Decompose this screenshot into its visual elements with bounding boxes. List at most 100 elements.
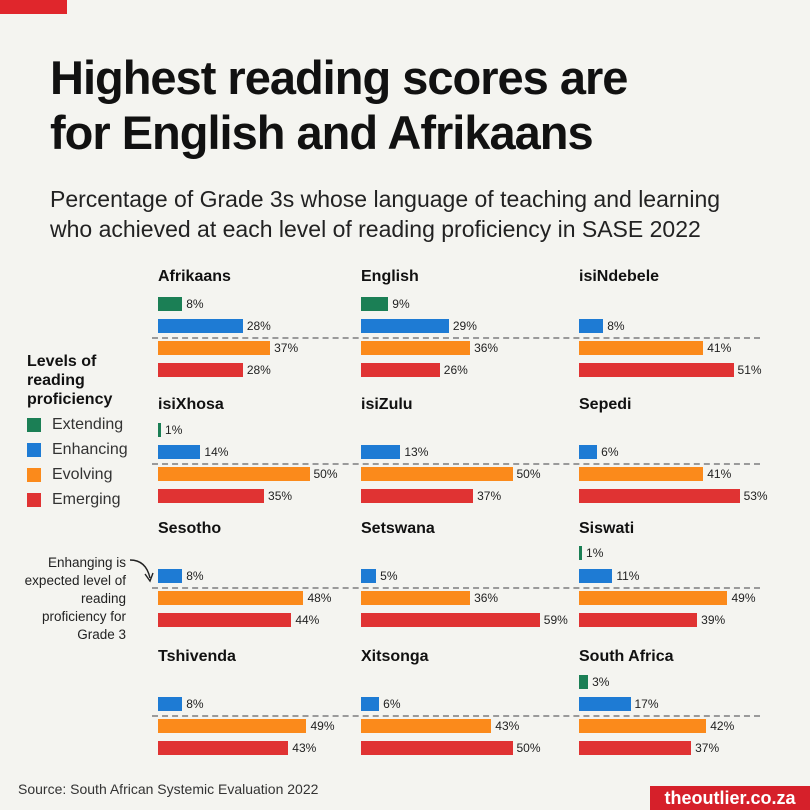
value-label-enhancing: 29% — [452, 319, 477, 333]
value-label-emerging: 53% — [743, 489, 768, 503]
legend-label: Enhancing — [52, 441, 128, 458]
value-label-evolving: 36% — [474, 341, 499, 355]
bar-emerging — [361, 363, 440, 377]
value-label-enhancing: 5% — [380, 569, 398, 583]
curved-arrow-icon — [129, 559, 154, 583]
value-label-enhancing: 17% — [634, 697, 659, 711]
value-label-enhancing: 13% — [404, 445, 429, 459]
value-label-emerging: 39% — [701, 613, 726, 627]
value-label-emerging: 50% — [516, 741, 541, 755]
bar-enhancing — [158, 569, 183, 583]
legend-title: Levels of reading proficiency — [27, 353, 113, 408]
annotation-note: Enhanging is expected level of reading p… — [24, 555, 126, 642]
subtitle-line-1: Percentage of Grade 3s whose language of… — [50, 186, 721, 212]
legend-label: Evolving — [52, 466, 113, 483]
bar-evolving — [158, 467, 310, 481]
panel-title: South Africa — [579, 648, 674, 665]
value-label-emerging: 43% — [292, 741, 317, 755]
proficiency-threshold-line — [152, 337, 760, 339]
value-label-enhancing: 8% — [186, 697, 204, 711]
bar-evolving — [361, 719, 492, 733]
value-label-enhancing: 6% — [383, 697, 401, 711]
proficiency-threshold-line — [152, 587, 760, 589]
subtitle-line-2: who achieved at each level of reading pr… — [50, 216, 701, 242]
subtitle: Percentage of Grade 3s whose language of… — [50, 184, 720, 244]
legend-swatch — [27, 468, 41, 482]
bar-extending — [579, 546, 583, 560]
value-label-enhancing: 6% — [601, 445, 619, 459]
value-label-emerging: 51% — [737, 363, 762, 377]
panel-title: isiZulu — [361, 396, 413, 413]
panel-title: Sesotho — [158, 520, 222, 537]
bar-emerging — [361, 613, 540, 627]
value-label-enhancing: 28% — [246, 319, 271, 333]
bar-extending — [158, 297, 183, 311]
legend-item-evolving: Evolving — [27, 466, 128, 484]
page-title: Highest reading scores are for English a… — [50, 50, 628, 160]
value-label-evolving: 41% — [707, 467, 732, 481]
bar-enhancing — [158, 445, 201, 459]
bar-emerging — [158, 613, 292, 627]
value-label-evolving: 49% — [731, 591, 756, 605]
bar-enhancing — [579, 697, 631, 711]
bar-evolving — [579, 467, 704, 481]
panel-title: English — [361, 268, 419, 285]
bar-emerging — [158, 489, 265, 503]
bar-enhancing — [361, 697, 380, 711]
panel-title: Xitsonga — [361, 648, 429, 665]
brand-accent-bar — [0, 0, 67, 14]
panel-title: Tshivenda — [158, 648, 236, 665]
panel-title: Sepedi — [579, 396, 632, 413]
value-label-extending: 1% — [165, 423, 183, 437]
value-label-evolving: 42% — [710, 719, 735, 733]
legend-label: Emerging — [52, 491, 121, 508]
bar-extending — [361, 297, 389, 311]
value-label-emerging: 26% — [443, 363, 468, 377]
title-line-2: for English and Afrikaans — [50, 106, 594, 159]
value-label-evolving: 50% — [516, 467, 541, 481]
panel-title: Afrikaans — [158, 268, 231, 285]
bar-enhancing — [579, 445, 598, 459]
panel-title: Setswana — [361, 520, 435, 537]
bar-evolving — [361, 467, 513, 481]
bar-emerging — [579, 363, 734, 377]
source-note: Source: South African Systemic Evaluatio… — [18, 781, 319, 797]
panel-title: isiXhosa — [158, 396, 224, 413]
proficiency-threshold-line — [152, 715, 760, 717]
value-label-evolving: 41% — [707, 341, 732, 355]
bar-extending — [579, 675, 589, 689]
bar-emerging — [361, 489, 474, 503]
legend: Levels of reading proficiency Extending E… — [27, 352, 128, 509]
bar-emerging — [579, 741, 692, 755]
panel-title: isiNdebele — [579, 268, 660, 285]
bar-enhancing — [158, 697, 183, 711]
value-label-emerging: 35% — [268, 489, 293, 503]
bar-evolving — [579, 719, 707, 733]
value-label-enhancing: 14% — [204, 445, 229, 459]
value-label-evolving: 48% — [307, 591, 332, 605]
value-label-evolving: 37% — [274, 341, 299, 355]
bar-emerging — [158, 741, 289, 755]
value-label-extending: 8% — [186, 297, 204, 311]
bar-evolving — [579, 341, 704, 355]
bar-enhancing — [579, 569, 613, 583]
brand-logo[interactable]: theoutlier.co.za — [650, 786, 810, 810]
value-label-emerging: 37% — [695, 741, 720, 755]
legend-swatch — [27, 493, 41, 507]
bar-evolving — [361, 341, 471, 355]
value-label-evolving: 49% — [310, 719, 335, 733]
proficiency-threshold-line — [152, 463, 760, 465]
value-label-enhancing: 8% — [607, 319, 625, 333]
legend-item-extending: Extending — [27, 416, 128, 434]
value-label-evolving: 43% — [495, 719, 520, 733]
legend-label: Extending — [52, 416, 124, 433]
value-label-evolving: 50% — [313, 467, 338, 481]
value-label-extending: 9% — [392, 297, 410, 311]
legend-swatch — [27, 443, 41, 457]
bar-evolving — [579, 591, 728, 605]
value-label-enhancing: 11% — [616, 569, 640, 583]
value-label-emerging: 28% — [246, 363, 271, 377]
bar-emerging — [579, 489, 740, 503]
bar-enhancing — [158, 319, 243, 333]
